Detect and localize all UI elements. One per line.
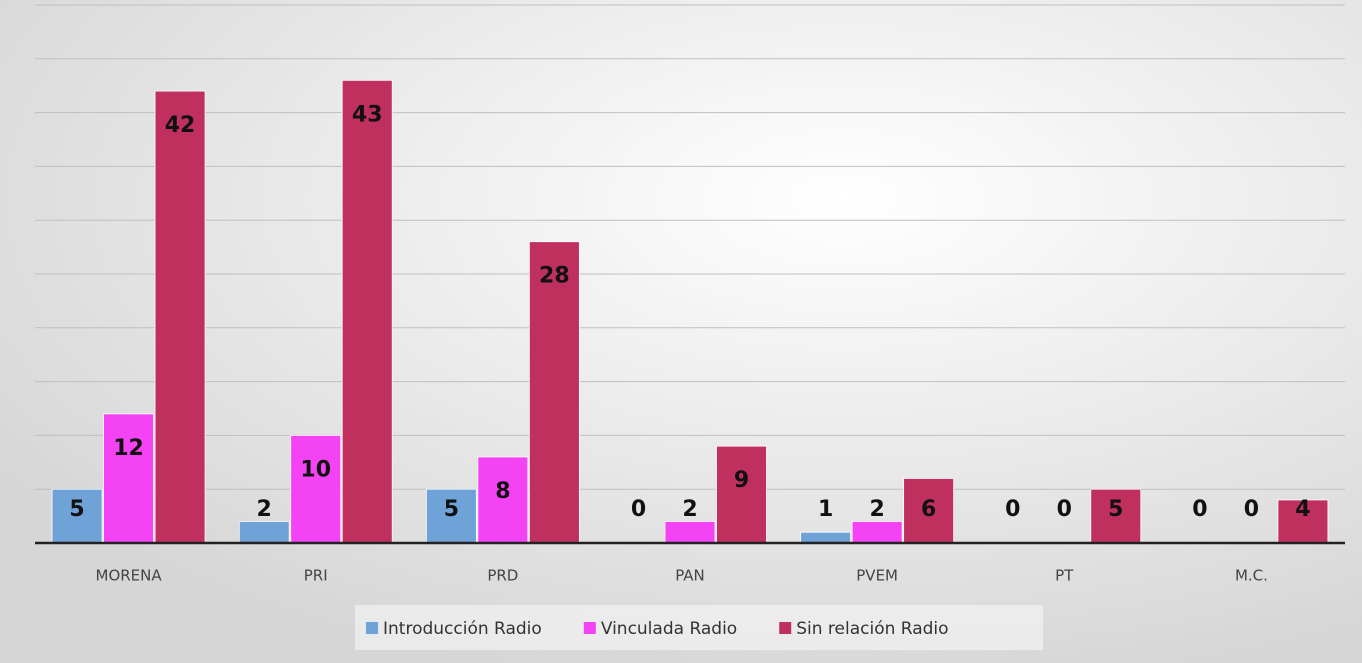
x-tick-label: M.C. [1235, 567, 1268, 585]
data-label: 4 [1295, 497, 1310, 522]
x-tick-label: PAN [675, 567, 705, 585]
data-label: 0 [1244, 497, 1259, 522]
data-label: 5 [69, 497, 84, 522]
bar [238, 521, 290, 544]
bar [341, 79, 393, 544]
data-label: 0 [1057, 497, 1072, 522]
bar [290, 434, 342, 544]
data-label: 1 [818, 497, 833, 522]
bar [1090, 488, 1142, 544]
data-label: 2 [682, 497, 697, 522]
data-label: 0 [631, 497, 646, 522]
bar [528, 241, 580, 544]
legend-swatch [366, 622, 378, 634]
data-label: 5 [1108, 497, 1123, 522]
data-label: 42 [165, 113, 196, 138]
data-label: 2 [257, 497, 272, 522]
data-label: 43 [352, 102, 383, 127]
legend-swatch [583, 622, 596, 634]
x-tick-label: MORENA [96, 567, 163, 585]
data-label: 2 [869, 497, 884, 522]
data-label: 12 [113, 436, 144, 461]
bar [154, 90, 206, 544]
bar [477, 456, 529, 544]
legend-label: Vinculada Radio [601, 619, 737, 639]
x-tick-label: PVEM [856, 567, 898, 585]
data-label: 10 [300, 457, 331, 482]
data-label: 6 [921, 497, 936, 522]
bar [1277, 499, 1329, 544]
bar [103, 413, 154, 544]
x-tick-label: PRI [304, 567, 328, 585]
data-label: 9 [734, 468, 749, 493]
x-tick-label: PRD [487, 567, 518, 585]
legend-label: Introducción Radio [383, 619, 542, 639]
data-label: 8 [495, 479, 510, 504]
data-label: 0 [1005, 497, 1020, 522]
bar [800, 531, 852, 544]
x-tick-label: PT [1055, 567, 1074, 585]
bar [716, 445, 767, 544]
legend-swatch [779, 622, 792, 634]
data-label: 5 [444, 497, 459, 522]
legend-box [355, 605, 1043, 650]
data-label: 28 [539, 264, 570, 289]
bar [851, 521, 903, 544]
bar [425, 488, 477, 544]
bar [51, 488, 103, 544]
bar [903, 478, 955, 544]
legend-label: Sin relación Radio [796, 619, 948, 639]
bar [664, 521, 716, 544]
data-label: 0 [1192, 497, 1207, 522]
